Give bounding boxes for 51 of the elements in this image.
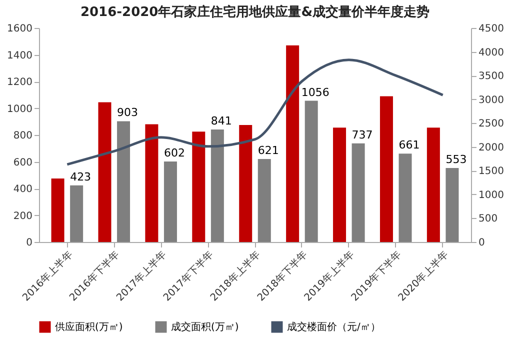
y-tick-label: 0: [26, 238, 32, 248]
bar: [398, 154, 412, 242]
data-label: 553: [446, 153, 467, 166]
y2-tick-label: 2000: [478, 142, 504, 154]
bar: [333, 128, 346, 242]
y2-tick-label: 0: [478, 238, 485, 248]
bar: [192, 132, 206, 242]
bar: [51, 178, 64, 242]
legend-label: 供应面积(万㎡): [55, 321, 123, 333]
y2-tick-label: 4000: [478, 47, 504, 58]
data-label: 841: [210, 114, 232, 128]
data-label: 661: [398, 138, 420, 152]
y2-tick-label: 1000: [478, 190, 504, 201]
data-label: 423: [70, 170, 92, 184]
data-label: 903: [117, 106, 138, 120]
bar: [164, 161, 177, 242]
y-tick-label: 800: [13, 130, 32, 142]
bar: [210, 130, 224, 242]
bar: [258, 158, 271, 242]
y2-tick-label: 3000: [478, 94, 504, 106]
y-tick-label: 1200: [7, 77, 32, 88]
bar: [117, 121, 130, 242]
bar: [426, 128, 440, 242]
data-label: 737: [352, 128, 373, 142]
bar: [286, 45, 300, 242]
y2-tick-label: 500: [478, 214, 498, 225]
chart-title: 2016-2020年石家庄住宅用地供应量&成交量价半年度走势: [80, 4, 430, 20]
data-label: 621: [258, 144, 279, 157]
line-series: [66, 58, 444, 166]
legend-label: 成交面积(万㎡): [171, 321, 239, 333]
bar: [304, 100, 318, 242]
legend-label: 成交楼面价（元/㎡）: [287, 321, 380, 333]
bar: [446, 168, 459, 242]
bar: [145, 124, 158, 242]
bar: [98, 102, 112, 242]
data-label: 602: [164, 146, 185, 160]
bar: [70, 185, 84, 242]
y-tick-label: 1000: [7, 104, 32, 115]
y2-tick-label: 3500: [478, 71, 504, 82]
y-tick-label: 200: [13, 210, 32, 222]
data-label: 1056: [301, 86, 330, 99]
y-tick-label: 1400: [7, 50, 32, 62]
y-tick-label: 400: [13, 184, 32, 195]
bar: [380, 96, 393, 242]
bar: [352, 143, 365, 242]
y-tick-label: 600: [13, 157, 32, 168]
y-tick-label: 1600: [7, 24, 32, 34]
y2-tick-label: 2500: [478, 118, 504, 130]
y2-tick-label: 4500: [478, 24, 504, 34]
bar: [239, 124, 252, 242]
y2-tick-label: 1500: [478, 166, 504, 178]
